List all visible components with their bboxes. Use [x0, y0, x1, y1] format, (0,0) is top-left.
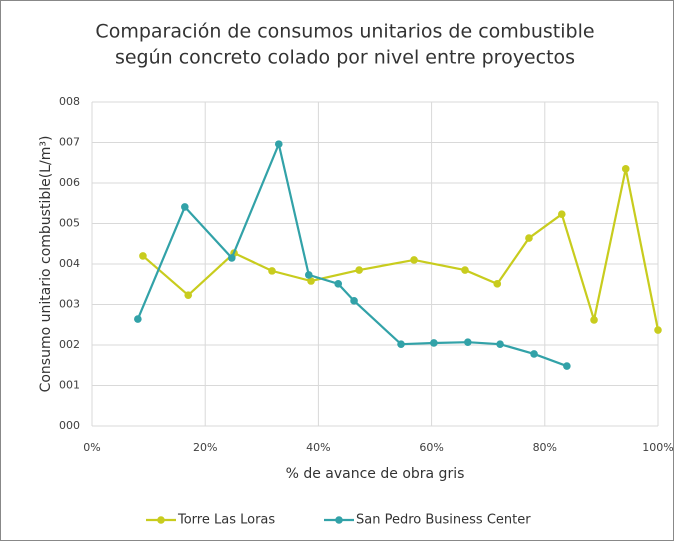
y-tick-label: 008 — [59, 95, 80, 108]
data-point — [181, 203, 189, 211]
data-point — [525, 234, 533, 242]
y-axis-title: Consumo unitario combustible(L/m³) — [38, 136, 54, 393]
x-tick-label: 100% — [642, 441, 673, 454]
data-point — [268, 267, 276, 275]
data-point — [397, 340, 405, 348]
chart-title: Comparación de consumos unitarios de com… — [95, 21, 594, 43]
data-point — [134, 315, 142, 323]
data-point — [493, 280, 502, 288]
data-point — [461, 266, 469, 274]
data-point — [654, 326, 662, 334]
chart-title: según concreto colado por nivel entre pr… — [115, 47, 575, 69]
y-tick-label: 004 — [59, 257, 80, 270]
data-point — [274, 140, 283, 148]
data-point — [430, 339, 438, 347]
data-point — [590, 316, 598, 324]
legend-label: San Pedro Business Center — [356, 513, 531, 528]
legend-marker — [335, 516, 343, 524]
data-point — [621, 165, 630, 173]
x-tick-label: 0% — [83, 441, 100, 454]
legend-marker — [157, 516, 165, 524]
data-point — [530, 350, 538, 358]
y-tick-label: 005 — [59, 217, 80, 230]
data-point — [563, 362, 571, 370]
x-tick-label: 40% — [306, 441, 330, 454]
y-tick-label: 007 — [59, 136, 80, 149]
y-tick-label: 000 — [59, 419, 80, 432]
data-point — [464, 338, 472, 346]
y-tick-label: 002 — [59, 338, 80, 351]
x-tick-label: 80% — [533, 441, 557, 454]
y-tick-label: 003 — [59, 298, 80, 311]
data-point — [350, 297, 358, 305]
x-axis-title: % de avance de obra gris — [286, 466, 465, 482]
data-point — [496, 340, 504, 348]
x-tick-label: 60% — [419, 441, 443, 454]
y-tick-label: 001 — [59, 379, 80, 392]
data-point — [334, 280, 343, 288]
data-point — [307, 277, 315, 285]
data-point — [557, 210, 566, 218]
data-point — [304, 271, 313, 279]
data-point — [410, 256, 418, 264]
data-point — [139, 252, 147, 260]
legend-label: Torre Las Loras — [177, 513, 275, 528]
y-tick-label: 006 — [59, 176, 80, 189]
data-point — [355, 266, 363, 274]
series-line — [142, 168, 660, 331]
data-point — [228, 254, 236, 262]
x-tick-label: 20% — [193, 441, 217, 454]
data-point — [184, 291, 193, 299]
